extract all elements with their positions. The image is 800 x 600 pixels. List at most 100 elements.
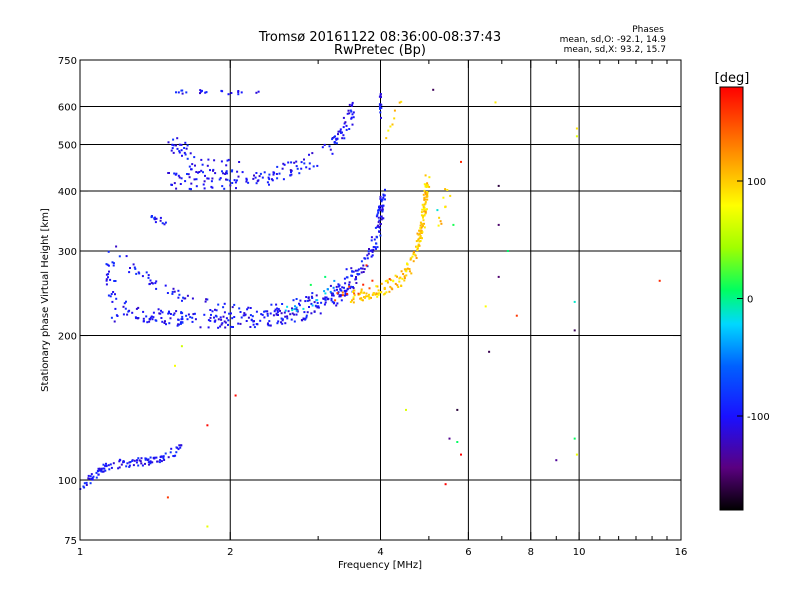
data-point: [219, 316, 222, 319]
colorbar-tick-label: -100: [747, 412, 770, 423]
data-point: [266, 181, 269, 184]
data-point: [178, 176, 181, 179]
data-point: [418, 244, 421, 247]
data-point: [235, 179, 238, 182]
data-point: [388, 278, 391, 280]
data-point: [181, 92, 184, 95]
data-point: [311, 292, 314, 295]
data-point: [129, 267, 131, 269]
data-point: [382, 193, 385, 196]
data-point: [381, 204, 384, 207]
data-point: [494, 101, 497, 104]
data-point: [396, 284, 399, 287]
data-point: [146, 459, 149, 461]
data-point: [117, 467, 120, 470]
data-point: [213, 316, 215, 319]
data-point: [171, 143, 174, 146]
data-point: [555, 459, 558, 462]
data-point: [419, 235, 422, 238]
data-point: [343, 289, 346, 292]
data-point: [418, 229, 421, 232]
data-point: [295, 298, 298, 300]
data-point: [352, 289, 355, 292]
y-tick-label: 200: [58, 332, 77, 343]
data-point: [167, 141, 170, 144]
data-point: [418, 236, 421, 239]
data-point: [90, 473, 93, 476]
data-point: [388, 290, 391, 293]
data-point: [179, 321, 182, 324]
data-point: [105, 273, 108, 276]
data-point: [293, 161, 296, 164]
data-point: [368, 297, 371, 300]
data-point: [377, 293, 380, 296]
data-point: [237, 93, 240, 96]
data-point: [375, 242, 378, 245]
data-point: [180, 177, 183, 180]
data-point: [352, 301, 355, 304]
data-point: [426, 185, 429, 188]
data-point: [225, 170, 228, 173]
data-point: [349, 109, 352, 112]
data-point: [336, 292, 339, 295]
data-point: [172, 455, 175, 457]
data-point: [298, 172, 301, 175]
data-point: [275, 312, 278, 315]
data-point: [322, 297, 325, 300]
axis-ticks: 1 2 4 6 8 10 16 75 100 200 300 400 500 600 750: [58, 56, 687, 558]
data-point: [89, 475, 92, 478]
data-point: [195, 185, 198, 188]
data-point: [382, 293, 385, 296]
data-point: [346, 292, 349, 295]
data-point: [380, 198, 383, 201]
data-point: [260, 313, 263, 316]
data-point: [194, 164, 196, 167]
data-point: [342, 134, 345, 137]
data-point: [385, 137, 388, 140]
data-point: [456, 441, 459, 443]
data-point: [343, 294, 346, 297]
data-point: [370, 249, 372, 252]
data-point: [350, 285, 353, 288]
data-point: [152, 316, 155, 319]
data-point: [343, 137, 346, 140]
data-point: [324, 298, 327, 301]
data-point: [155, 217, 158, 220]
data-point: [341, 294, 344, 297]
data-point: [231, 169, 234, 172]
data-point: [343, 277, 346, 280]
data-point: [133, 459, 136, 462]
data-point: [382, 196, 385, 199]
data-point: [332, 294, 335, 297]
data-point: [149, 316, 152, 319]
data-point: [380, 209, 382, 212]
data-point: [163, 322, 166, 324]
data-point: [266, 314, 269, 317]
data-point: [423, 196, 426, 199]
data-point: [210, 180, 213, 183]
data-point: [100, 470, 103, 473]
data-point: [423, 213, 426, 216]
data-point: [281, 322, 284, 325]
data-point: [375, 215, 378, 218]
data-point: [398, 277, 401, 280]
y-tick-label: 100: [58, 476, 77, 487]
colorbar-ticks: 100 0 -100: [737, 177, 770, 423]
data-point: [440, 222, 443, 225]
data-point: [398, 280, 401, 283]
data-point: [316, 299, 319, 302]
data-point: [403, 268, 406, 271]
data-point: [232, 326, 234, 328]
data-point: [328, 145, 331, 148]
data-point: [154, 282, 157, 285]
data-point: [426, 184, 429, 186]
data-point: [264, 310, 267, 313]
data-point: [425, 208, 427, 211]
data-point: [308, 167, 311, 170]
data-point: [174, 454, 177, 457]
data-point: [206, 298, 209, 301]
data-point: [333, 141, 336, 144]
data-point: [181, 299, 183, 302]
data-point: [259, 172, 262, 175]
data-point: [290, 161, 293, 164]
